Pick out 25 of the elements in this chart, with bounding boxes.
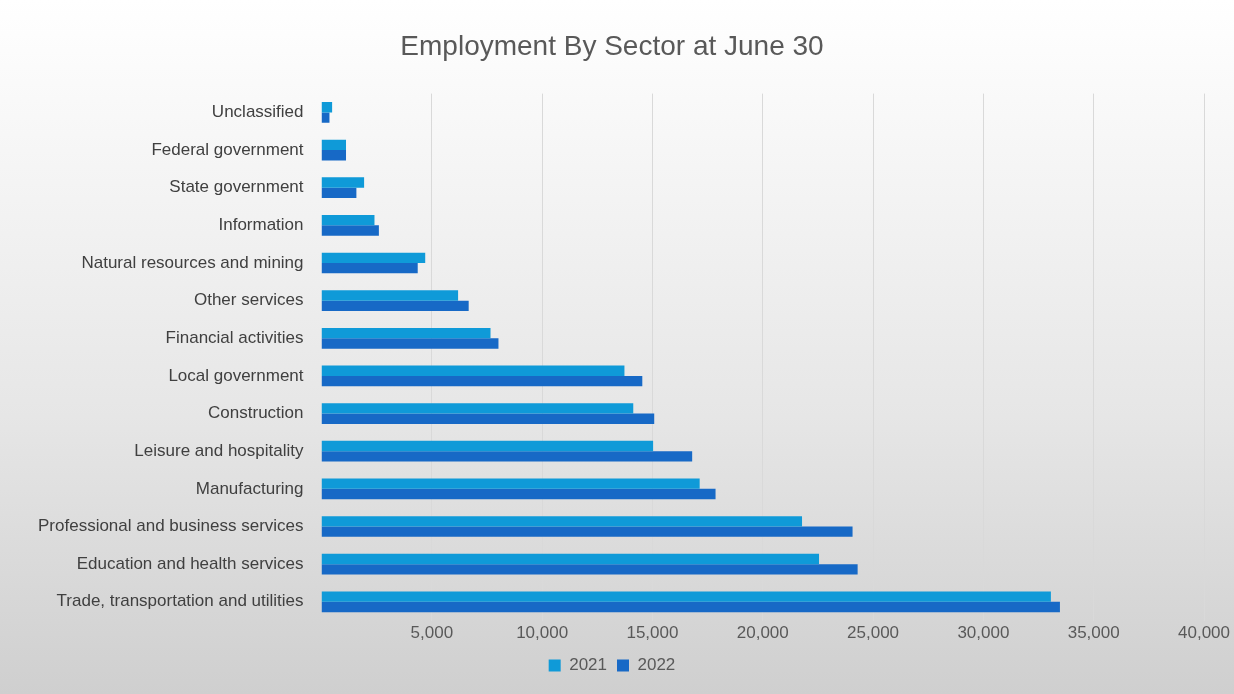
y-tick-label: Natural resources and mining xyxy=(81,252,304,272)
y-tick-label: Construction xyxy=(208,403,304,423)
x-tick-label: 35,000 xyxy=(1067,623,1120,643)
x-tick-label: 40,000 xyxy=(1178,623,1230,643)
y-tick-label: Professional and business services xyxy=(37,516,304,536)
y-tick-label: Local government xyxy=(168,365,304,385)
y-tick-label: Other services xyxy=(193,290,304,310)
legend-label: 2022 xyxy=(637,655,676,675)
x-tick-label: 30,000 xyxy=(957,623,1010,643)
x-tick-label: 10,000 xyxy=(516,623,569,643)
y-tick-label: Federal government xyxy=(151,139,304,159)
chart-title: Employment By Sector at June 30 xyxy=(400,29,824,61)
y-tick-label: Unclassified xyxy=(211,102,304,122)
y-tick-label: Manufacturing xyxy=(195,478,304,498)
legend-label: 2021 xyxy=(569,655,608,675)
y-tick-label: State government xyxy=(169,177,304,197)
y-tick-label: Leisure and hospitality xyxy=(134,440,305,460)
y-tick-label: Education and health services xyxy=(76,553,304,573)
x-tick-label: 15,000 xyxy=(626,623,679,643)
y-tick-label: Financial activities xyxy=(165,327,304,347)
y-tick-label: Trade, transportation and utilities xyxy=(56,591,304,611)
x-tick-label: 5,000 xyxy=(410,623,454,643)
x-tick-label: 20,000 xyxy=(736,623,789,643)
x-tick-label: 25,000 xyxy=(847,623,900,643)
y-tick-label: Information xyxy=(218,215,304,235)
